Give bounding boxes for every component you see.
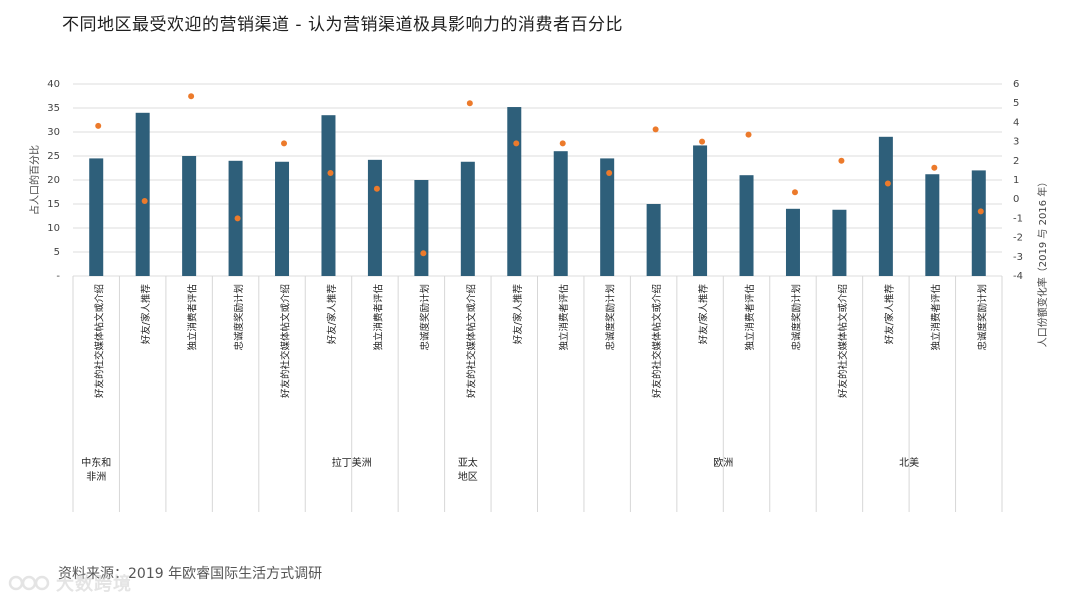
y-tick-label: 40 [47,79,60,90]
data-point [606,170,613,177]
category-label: 忠诚度奖励计划 [233,284,245,351]
bar [553,151,568,276]
y-axis-label: 占人口的百分比 [28,145,41,215]
bar [600,158,615,276]
data-point [791,189,798,196]
y-tick-label: 10 [47,223,60,234]
data-point [745,131,752,138]
data-point [281,140,288,147]
data-point [141,197,148,204]
bar [739,175,754,276]
region-label: 亚太地区 [458,456,478,483]
bar [321,115,336,276]
y2-tick-label: 4 [1013,117,1019,128]
y2-axis-label: 人口份额变化率（2019 与 2016 年） [1036,177,1049,347]
category-label: 忠诚度奖励计划 [976,284,988,351]
bar [89,158,104,276]
category-label: 好友/家人推荐 [326,284,338,345]
data-point [95,122,102,129]
category-label: 忠诚度奖励计划 [790,284,802,351]
category-label: 独立消费者评估 [187,284,199,351]
data-point [234,215,241,222]
y2-tick-label: 1 [1013,175,1019,186]
bar [693,145,708,276]
bar [785,208,800,276]
category-label: 好友的社交媒体帖文或介绍 [651,284,663,398]
data-point [373,185,380,192]
watermark: 大数跨境 [8,570,132,596]
category-label: 独立消费者评估 [744,284,756,351]
chart-title: 不同地区最受欢迎的营销渠道 - 认为营销渠道极具影响力的消费者百分比 [62,15,623,35]
y-tick-label: 5 [54,247,60,258]
y-tick-label: 30 [47,127,60,138]
category-label: 忠诚度奖励计划 [605,284,617,351]
category-dividers [72,276,1003,512]
bar [460,161,475,276]
category-label: 好友/家人推荐 [140,284,152,345]
category-label: 好友的社交媒体帖文或介绍 [837,284,849,398]
bar [646,204,661,276]
left-axis-ticks: 40 35 30 25 20 15 10 5 - [47,79,60,282]
y-tick-label: - [56,271,60,282]
bar [507,107,522,276]
category-label: 好友的社交媒体帖文或介绍 [280,284,292,398]
data-point [188,93,195,100]
category-labels: 好友的社交媒体帖文或介绍 好友/家人推荐 独立消费者评估 忠诚度奖励计划 好友的社交媒体… [94,284,989,399]
bar [275,161,290,276]
y2-tick-label: 2 [1013,156,1019,167]
category-label: 好友/家人推荐 [883,284,895,345]
scatter-series [95,93,984,257]
y2-tick-label: 6 [1013,79,1019,90]
gridlines [73,83,1002,277]
data-point [420,250,427,257]
y2-tick-label: 3 [1013,137,1019,148]
category-label: 好友/家人推荐 [512,284,524,345]
category-label: 独立消费者评估 [930,284,942,351]
y-tick-label: 20 [47,175,60,186]
y2-tick-label: 0 [1013,194,1019,205]
region-label: 中东和非洲 [81,456,111,483]
data-point [977,208,984,215]
data-point [652,126,659,133]
bar [832,209,847,276]
source-note: 资料来源：2019 年欧睿国际生活方式调研 [58,566,323,582]
y-tick-label: 15 [47,199,60,210]
y-tick-label: 25 [47,151,60,162]
y2-tick-label: 5 [1013,98,1019,109]
data-point [838,157,845,164]
bar-series [89,107,986,276]
watermark-logo-icon [8,575,50,591]
data-point [466,100,473,107]
data-point [513,140,520,147]
y2-tick-label: -2 [1013,233,1023,244]
bar [182,156,197,276]
bar [367,159,382,276]
data-point [699,138,706,145]
y2-tick-label: -1 [1013,213,1023,224]
data-point [327,170,334,177]
watermark-text: 大数跨境 [56,574,132,595]
bar [925,174,940,276]
category-label: 独立消费者评估 [558,284,570,351]
category-label: 好友的社交媒体帖文或介绍 [94,284,106,398]
bar [414,180,429,276]
data-point [559,140,566,147]
bar [878,136,893,276]
data-point [931,164,938,171]
y2-tick-label: -3 [1013,252,1023,263]
category-label: 好友/家人推荐 [698,284,710,345]
y2-tick-label: -4 [1013,271,1023,282]
bar [135,112,150,276]
category-label: 好友的社交媒体帖文或介绍 [465,284,477,398]
y-tick-label: 35 [47,103,60,114]
data-point [884,180,891,187]
right-axis-ticks: 6 5 4 3 2 1 0 -1 -2 -3 -4 [1013,79,1023,282]
category-label: 独立消费者评估 [372,284,384,351]
bar [971,170,986,276]
category-label: 忠诚度奖励计划 [419,284,431,351]
